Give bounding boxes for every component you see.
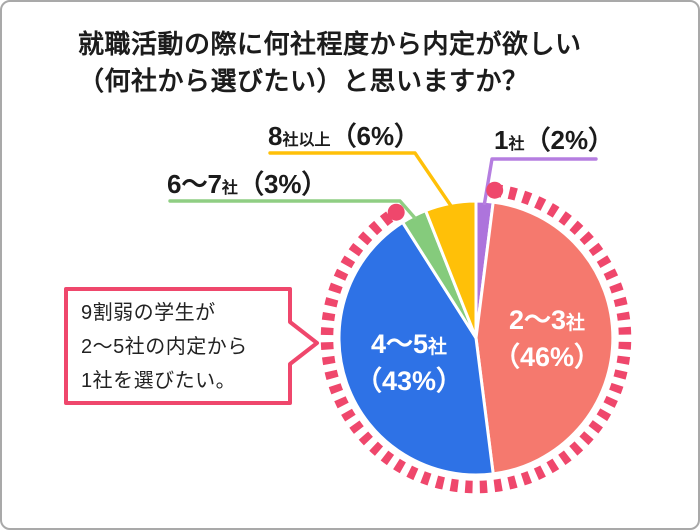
- outer-label-1-number: 1: [494, 125, 509, 155]
- outer-label-8-or-more-pct: （6%）: [330, 121, 421, 151]
- callout-line-1: 9割弱の学生が: [81, 302, 216, 324]
- highlight-endpoint-dot-1: [486, 181, 504, 199]
- inner-label-2-3-number: 2〜3: [508, 305, 567, 335]
- outer-label-6-7-number: 6〜7: [167, 169, 222, 199]
- outer-label-8-or-more-number: 8: [268, 121, 283, 151]
- leader-line-1社: [482, 157, 598, 205]
- inner-label-2-3-pct: （46%）: [492, 342, 602, 372]
- inner-label-2-3: 2〜3社 （46%）: [474, 304, 620, 373]
- outer-label-8-or-more: 8社以上（6%）: [268, 116, 420, 153]
- outer-label-1: 1社（2%）: [494, 120, 614, 157]
- pie-slice-4〜5社: [337, 220, 495, 477]
- leader-line-8社以上: [268, 151, 453, 208]
- callout-bubble: [64, 287, 319, 405]
- inner-label-4-5: 4〜5社 （43%）: [336, 328, 482, 397]
- leader-line-6〜7社: [168, 199, 417, 220]
- callout-text: 9割弱の学生が 2〜5社の内定から 1社を選びたい。: [81, 296, 248, 398]
- outer-label-1-pct: （2%）: [524, 125, 615, 155]
- inner-label-4-5-unit: 社: [428, 337, 448, 358]
- outer-label-6-7-unit: 社: [221, 180, 238, 197]
- outer-label-1-unit: 社: [508, 136, 525, 153]
- chart-title-line2: （何社から選びたい）と思いますか？: [78, 66, 529, 96]
- highlight-dashed-arc: [320, 184, 632, 494]
- callout-line-3: 1社を選びたい。: [81, 370, 237, 392]
- outer-label-6-7-pct: （3%）: [237, 169, 328, 199]
- highlight-endpoint-dot-2: [387, 203, 405, 221]
- inner-label-2-3-unit: 社: [566, 313, 586, 334]
- outer-label-6-7: 6〜7社（3%）: [167, 164, 328, 201]
- inner-label-4-5-pct: （43%）: [354, 366, 464, 396]
- pie-slice-2〜3社: [474, 200, 615, 476]
- inner-label-2-3-name: 2〜3社: [474, 304, 620, 341]
- outer-label-8-or-more-unit: 社以上: [282, 132, 331, 149]
- callout-line-2: 2〜5社の内定から: [81, 336, 248, 358]
- chart-title: 就職活動の際に何社程度から内定が欲しい （何社から選びたい）と思いますか？: [78, 26, 582, 100]
- inner-label-4-5-name: 4〜5社: [336, 328, 482, 365]
- chart-title-line1: 就職活動の際に何社程度から内定が欲しい: [78, 29, 582, 59]
- inner-label-4-5-number: 4〜5: [370, 329, 429, 359]
